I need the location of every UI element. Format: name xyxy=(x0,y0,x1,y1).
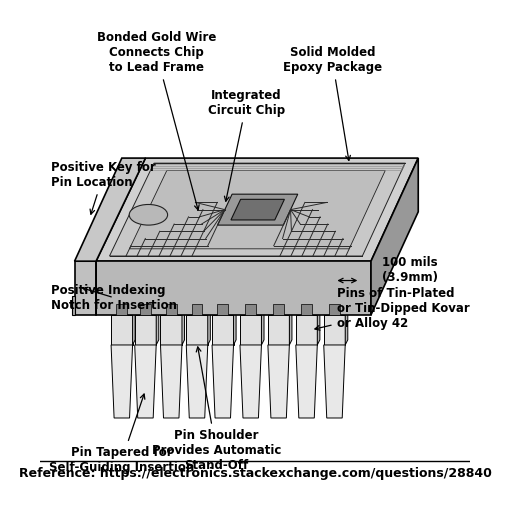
Polygon shape xyxy=(96,261,370,315)
Text: Solid Molded
Epoxy Package: Solid Molded Epoxy Package xyxy=(282,46,381,160)
Polygon shape xyxy=(160,315,182,345)
Polygon shape xyxy=(182,310,184,345)
Polygon shape xyxy=(370,158,417,315)
Polygon shape xyxy=(323,345,345,418)
Bar xyxy=(245,304,256,315)
Text: Pins of Tin-Plated
or Tin-Dipped Kovar
or Alloy 42: Pins of Tin-Plated or Tin-Dipped Kovar o… xyxy=(314,287,468,330)
Text: Positive Indexing
Notch for Insertion: Positive Indexing Notch for Insertion xyxy=(51,284,177,312)
Text: Reference: https://electronics.stackexchange.com/questions/28840: Reference: https://electronics.stackexch… xyxy=(18,467,491,480)
Bar xyxy=(273,304,284,315)
Polygon shape xyxy=(74,261,96,315)
Polygon shape xyxy=(295,345,317,418)
Polygon shape xyxy=(109,163,404,256)
Polygon shape xyxy=(186,345,207,418)
Polygon shape xyxy=(74,158,145,261)
Bar xyxy=(116,304,127,315)
Text: Integrated
Circuit Chip: Integrated Circuit Chip xyxy=(208,89,285,201)
Polygon shape xyxy=(267,315,289,345)
Ellipse shape xyxy=(129,204,167,225)
Polygon shape xyxy=(160,345,182,418)
Polygon shape xyxy=(129,170,384,249)
Bar xyxy=(140,304,151,315)
Polygon shape xyxy=(72,296,74,315)
Polygon shape xyxy=(345,310,347,345)
Polygon shape xyxy=(295,315,317,345)
Bar xyxy=(191,304,202,315)
Polygon shape xyxy=(317,310,319,345)
Polygon shape xyxy=(186,315,207,345)
Polygon shape xyxy=(323,315,345,345)
Polygon shape xyxy=(156,310,158,345)
Polygon shape xyxy=(96,158,417,261)
Text: Pin Tapered for
Self-Guiding Insertion: Pin Tapered for Self-Guiding Insertion xyxy=(49,394,194,474)
Bar xyxy=(300,304,312,315)
Bar xyxy=(165,304,176,315)
Bar xyxy=(328,304,339,315)
Polygon shape xyxy=(231,199,284,220)
Polygon shape xyxy=(240,315,261,345)
Text: Positive Key for
Pin Location: Positive Key for Pin Location xyxy=(51,161,155,214)
Polygon shape xyxy=(111,345,132,418)
Polygon shape xyxy=(134,315,156,345)
Polygon shape xyxy=(240,345,261,418)
Polygon shape xyxy=(111,315,132,345)
Text: Bonded Gold Wire
Connects Chip
to Lead Frame: Bonded Gold Wire Connects Chip to Lead F… xyxy=(96,31,215,210)
Polygon shape xyxy=(132,310,135,345)
Polygon shape xyxy=(212,315,233,345)
Bar xyxy=(217,304,228,315)
Polygon shape xyxy=(233,310,236,345)
Polygon shape xyxy=(134,345,156,418)
Polygon shape xyxy=(217,194,297,225)
Polygon shape xyxy=(207,310,210,345)
Polygon shape xyxy=(261,310,264,345)
Text: Pin Shoulder
Provides Automatic
Stand-Off: Pin Shoulder Provides Automatic Stand-Of… xyxy=(151,347,280,472)
Polygon shape xyxy=(212,345,233,418)
Text: 100 mils
(3.9mm): 100 mils (3.9mm) xyxy=(381,256,437,284)
Polygon shape xyxy=(289,310,291,345)
Polygon shape xyxy=(267,345,289,418)
